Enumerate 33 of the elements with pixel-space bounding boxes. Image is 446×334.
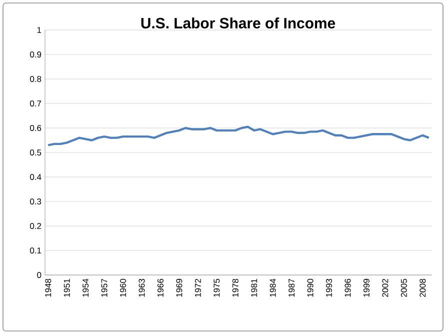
x-tick-label: 1969 xyxy=(176,278,182,297)
x-tick-label: 1984 xyxy=(270,278,276,297)
x-tick-label: 1948 xyxy=(45,278,52,297)
x-tick-label: 1990 xyxy=(307,278,314,297)
y-tick-label: 0.6 xyxy=(30,125,42,131)
x-tick-label: 1960 xyxy=(120,278,126,297)
chart-title: U.S. Labor Share of Income xyxy=(141,18,336,28)
y-tick-label: 0.8 xyxy=(30,76,42,82)
y-tick-label: 0.9 xyxy=(30,52,42,58)
x-tick-label: 2002 xyxy=(382,278,388,297)
y-tick-label: 0.2 xyxy=(30,223,42,229)
x-tick-label: 2005 xyxy=(400,278,407,297)
x-tick-label: 1963 xyxy=(138,278,145,297)
x-tick-label: 1954 xyxy=(82,278,89,297)
x-tick-label: 1996 xyxy=(344,278,351,297)
y-tick-label: 0.7 xyxy=(30,100,42,106)
x-tick-label: 1957 xyxy=(101,278,108,297)
y-tick-label: 0 xyxy=(37,272,42,278)
y-tick-label: 0.5 xyxy=(30,150,42,156)
x-tick-label: 1951 xyxy=(64,278,70,297)
x-tick-label: 1987 xyxy=(288,278,295,297)
x-tick-label: 1966 xyxy=(157,278,164,297)
x-tick-label: 1993 xyxy=(326,278,332,297)
x-tick-label: 2008 xyxy=(420,278,426,297)
x-tick-label: 1975 xyxy=(214,278,220,297)
y-tick-label: 0.1 xyxy=(30,248,42,254)
x-tick-label: 1978 xyxy=(232,278,238,297)
y-tick-label: 0.3 xyxy=(30,198,42,204)
x-tick-label: 1972 xyxy=(194,278,201,297)
y-tick-label: 1 xyxy=(37,27,42,33)
x-tick-label: 1999 xyxy=(363,278,370,297)
y-tick-label: 0.4 xyxy=(30,174,42,180)
x-tick-label: 1981 xyxy=(251,278,258,297)
